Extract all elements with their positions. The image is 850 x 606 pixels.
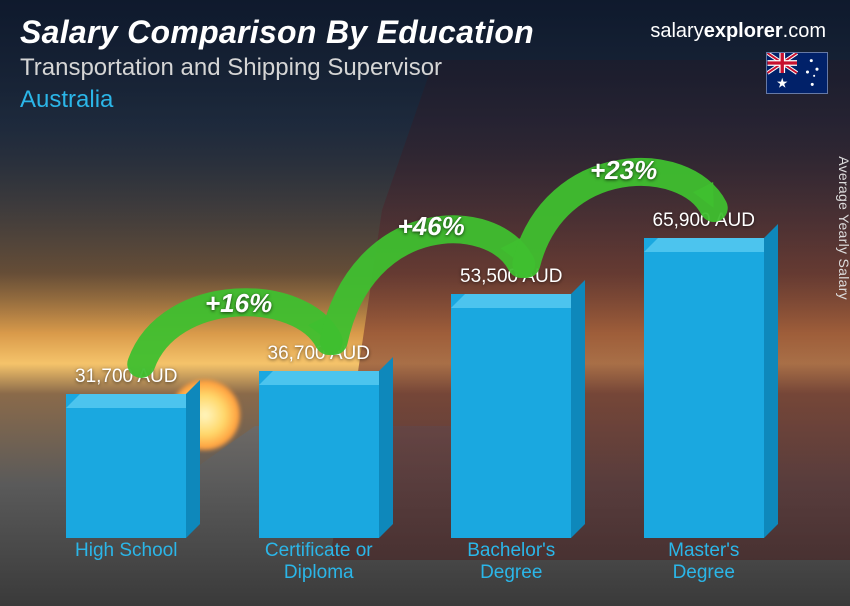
- x-axis-label: Certificate orDiploma: [239, 538, 399, 586]
- bar-value-label: 36,700 AUD: [268, 343, 370, 365]
- y-axis-label: Average Yearly Salary: [836, 156, 850, 300]
- bars-container: 31,700 AUD 36,700 AUD 53,500 AUD 65,900 AUD: [30, 120, 800, 538]
- chart-country: Australia: [20, 86, 113, 114]
- brand-logo-text: salaryexplorer.com: [650, 20, 826, 43]
- bar-slot: 36,700 AUD: [239, 343, 399, 538]
- bar-value-label: 53,500 AUD: [460, 266, 562, 288]
- bar: [66, 394, 186, 538]
- bar-slot: 65,900 AUD: [624, 210, 784, 538]
- chart-title: Salary Comparison By Education: [20, 14, 534, 51]
- bar-value-label: 31,700 AUD: [75, 366, 177, 388]
- chart-subtitle: Transportation and Shipping Supervisor: [20, 54, 442, 82]
- x-axis-label: High School: [46, 538, 206, 586]
- bar-chart: 31,700 AUD 36,700 AUD 53,500 AUD 65,900 AUD…: [30, 120, 800, 586]
- bar-value-label: 65,900 AUD: [653, 210, 755, 232]
- x-axis-labels: High School Certificate orDiploma Bachelor…: [30, 538, 800, 586]
- bar-slot: 53,500 AUD: [431, 266, 591, 538]
- brand-tld: .com: [783, 20, 826, 42]
- x-axis-label: Master'sDegree: [624, 538, 784, 586]
- bar: [259, 371, 379, 538]
- brand-part1: salary: [650, 20, 703, 42]
- infographic-canvas: Salary Comparison By Education Transport…: [0, 0, 850, 606]
- bar-slot: 31,700 AUD: [46, 366, 206, 538]
- brand-part2: explorer: [704, 20, 783, 42]
- x-axis-label: Bachelor'sDegree: [431, 538, 591, 586]
- australia-flag-icon: [766, 52, 828, 94]
- bar: [644, 238, 764, 538]
- bar: [451, 294, 571, 538]
